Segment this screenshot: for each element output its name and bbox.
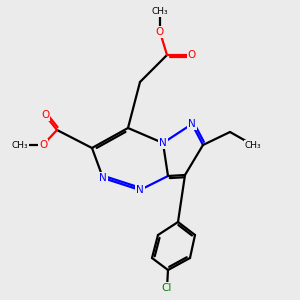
Text: N: N	[99, 173, 107, 183]
Text: N: N	[188, 119, 196, 129]
Text: N: N	[136, 185, 144, 195]
Text: N: N	[159, 138, 167, 148]
Text: O: O	[39, 140, 47, 150]
Text: CH₃: CH₃	[152, 8, 168, 16]
Text: CH₃: CH₃	[12, 140, 28, 149]
Text: O: O	[188, 50, 196, 60]
Text: CH₃: CH₃	[245, 140, 261, 149]
Text: O: O	[156, 27, 164, 37]
Text: Cl: Cl	[162, 283, 172, 293]
Text: O: O	[41, 110, 49, 120]
